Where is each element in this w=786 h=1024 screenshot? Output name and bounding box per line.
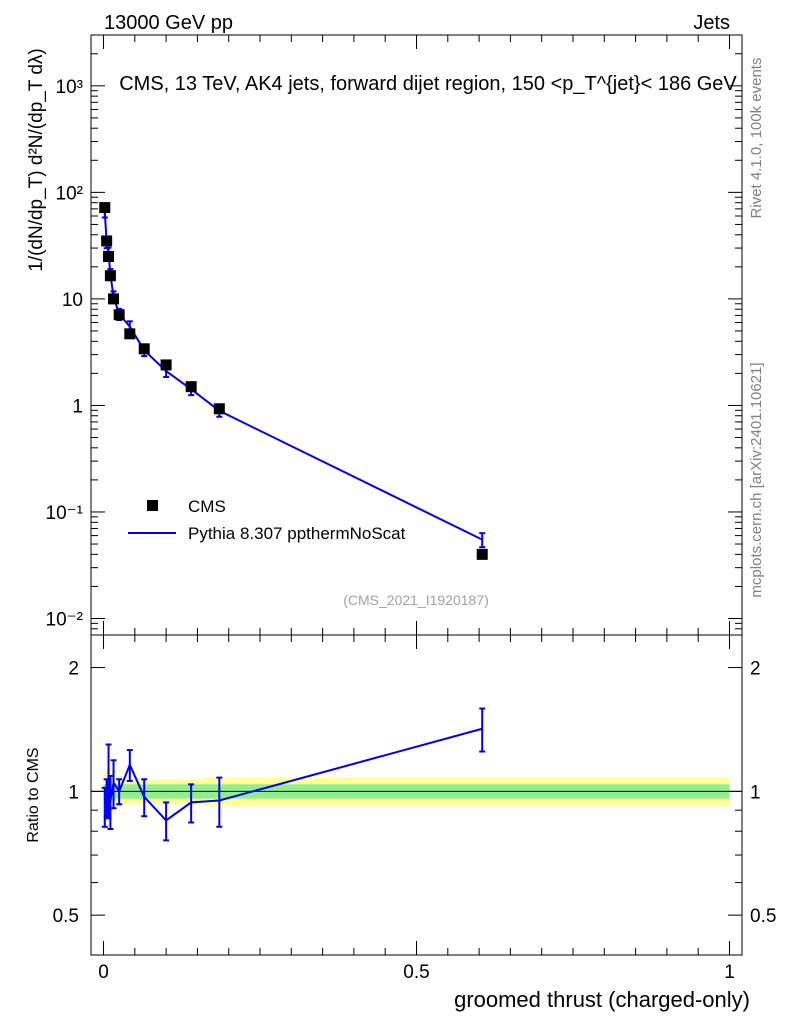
main-ytick-label: 10³: [56, 77, 83, 98]
cms-data-point: [101, 235, 113, 247]
ratio-ytick-label: 1: [68, 782, 79, 803]
main-ytick-label: 10: [62, 290, 83, 311]
ratio-ylabel: Ratio to CMS: [25, 747, 42, 842]
ratio-ytick-label-right: 0.5: [750, 906, 776, 927]
legend-mc-label: Pythia 8.307 ppthermNoScat: [188, 524, 406, 543]
cms-data-point: [160, 359, 172, 371]
header-energy: 13000 GeV pp: [104, 12, 233, 34]
xtick-label: 0: [98, 962, 109, 983]
cms-data-point: [213, 403, 225, 415]
legend-cms-label: CMS: [188, 497, 226, 516]
cms-data-point: [103, 251, 115, 263]
main-ytick-label: 1: [72, 396, 83, 417]
rivet-label: Rivet 4.1.0, 100k events: [748, 58, 765, 219]
main-plot-frame: [90, 34, 743, 636]
cms-data-point: [138, 343, 150, 355]
ratio-bands: [91, 764, 742, 823]
cms-data-point: [124, 328, 136, 340]
cms-data-point: [185, 381, 197, 393]
cms-data-point: [104, 270, 116, 282]
analysis-label: (CMS_2021_I1920187): [343, 592, 489, 608]
mcplots-label: mcplots.cern.ch [arXiv:2401.10621]: [748, 362, 765, 597]
header-process: Jets: [693, 12, 730, 34]
plot-series: [99, 202, 488, 842]
main-ytick-label: 10⁻²: [46, 609, 84, 630]
axes-ticks: 10⁻² 10⁻¹ 1 10 10² 10³ 0.5 0.5 1 1 2 2 0 0.5 1: [46, 34, 776, 983]
legend-cms-marker: [147, 500, 158, 511]
mc-ratio-line: [103, 727, 483, 822]
main-ytick-label: 10⁻¹: [46, 503, 84, 524]
plot-title: CMS, 13 TeV, AK4 jets, forward dijet reg…: [119, 73, 737, 95]
ratio-ytick-label: 2: [68, 659, 79, 680]
legend: CMS Pythia 8.307 ppthermNoScat: [128, 497, 406, 543]
main-ytick-label: 10²: [56, 183, 83, 204]
cms-data-point: [113, 309, 125, 321]
x-axis-label: groomed thrust (charged-only): [454, 987, 750, 1012]
main-ylabel: 1/(dN/dp_T) d²N/(dp_T dλ): [26, 48, 47, 272]
ratio-ytick-label: 0.5: [53, 906, 79, 927]
mc-line-main: [103, 211, 483, 541]
ratio-plot-frame: [90, 634, 743, 956]
ratio-ytick-label-right: 1: [750, 782, 761, 803]
xtick-label: 1: [724, 962, 735, 983]
ratio-ytick-label-right: 2: [750, 659, 761, 680]
cms-data-point: [476, 548, 488, 560]
cms-data-point: [99, 202, 111, 214]
xtick-label: 0.5: [403, 962, 429, 983]
cms-data-point: [108, 293, 120, 305]
